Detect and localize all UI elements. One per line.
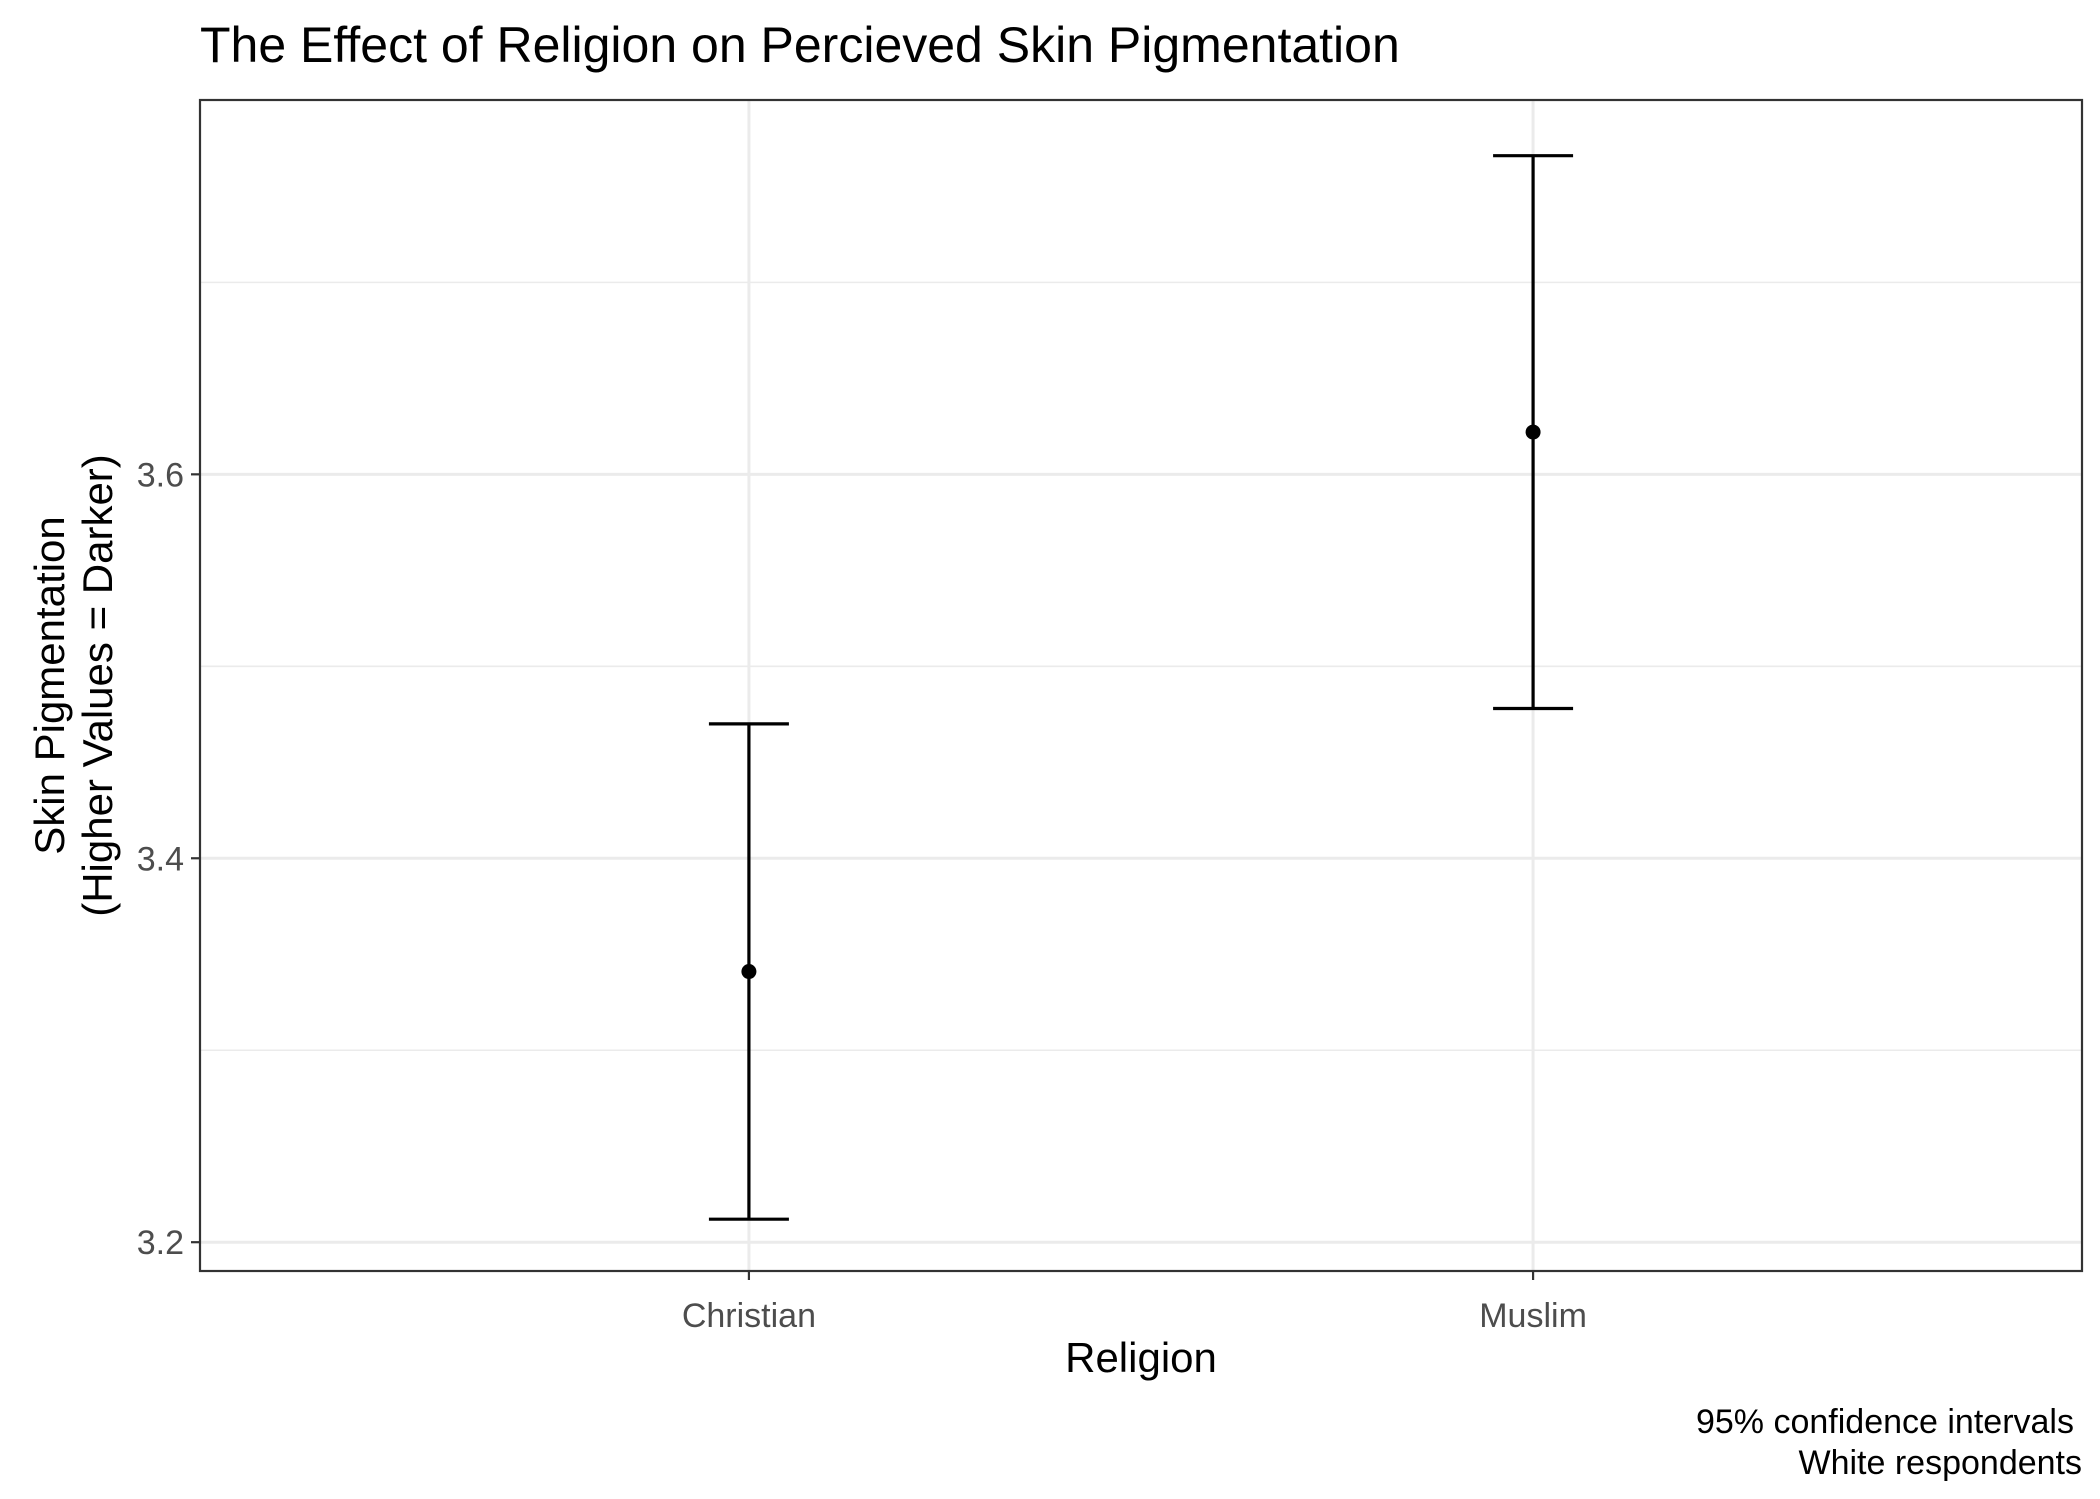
y-axis-title-group: Skin Pigmentation (Higher Values = Darke… (26, 454, 121, 917)
caption-line-1: 95% confidence intervals (1696, 1403, 2074, 1441)
grid-layer (200, 100, 2082, 1271)
point-estimate (1525, 424, 1541, 440)
x-tick-label: Christian (682, 1297, 816, 1335)
chart-title: The Effect of Religion on Percieved Skin… (200, 17, 1400, 73)
y-axis: 3.2 3.4 3.6 (137, 456, 200, 1262)
errorbar-christian (708, 722, 789, 1221)
errorbar-muslim (1493, 154, 1574, 711)
point-estimate (741, 964, 757, 980)
y-tick-label: 3.4 (137, 840, 184, 878)
x-axis-title: Religion (1065, 1334, 1217, 1381)
plot-panel (198, 98, 2084, 1273)
y-axis-title-line-1: Skin Pigmentation (26, 516, 73, 855)
marks-layer (708, 154, 1574, 1221)
x-tick-label: Muslim (1479, 1297, 1587, 1335)
x-axis: Christian Muslim (682, 1271, 1587, 1335)
y-tick-label: 3.2 (137, 1224, 184, 1262)
y-axis-title-line-2: (Higher Values = Darker) (74, 454, 121, 917)
y-tick-label: 3.6 (137, 456, 184, 494)
caption-line-2: White respondents (1799, 1444, 2083, 1482)
